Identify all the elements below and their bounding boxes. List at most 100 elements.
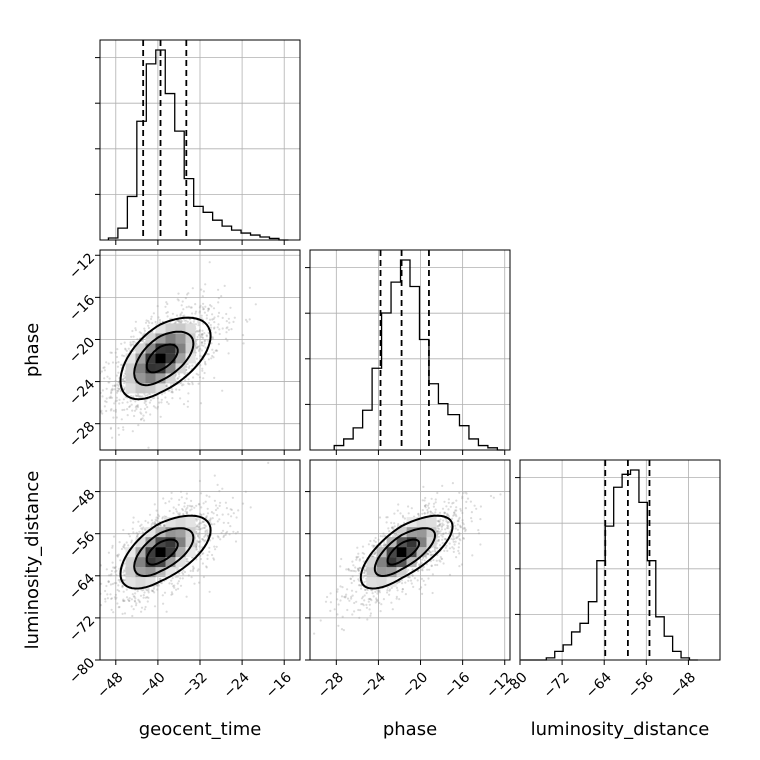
density-cell [125,547,136,558]
scatter-point [429,554,432,557]
scatter-point [442,523,445,526]
panel-phase-vs-geocent_time [95,249,301,455]
scatter-point [233,316,236,319]
scatter-point [380,603,383,606]
scatter-point [155,584,158,587]
scatter-point [170,591,173,594]
scatter-point [397,580,400,584]
scatter-point [454,524,457,527]
scatter-point [148,513,152,516]
scatter-point [346,588,349,591]
scatter-point [103,405,106,408]
scatter-point [96,608,98,610]
scatter-point [182,512,185,516]
scatter-point [195,343,198,346]
scatter-point [452,514,455,517]
contour-level-1 [145,343,179,374]
scatter-point [125,596,129,599]
scatter-point [196,533,199,536]
scatter-point [199,304,202,307]
scatter-point [168,389,171,392]
scatter-point [391,608,394,611]
scatter-point [125,588,128,591]
scatter-point [128,535,131,538]
scatter-point [201,336,205,340]
scatter-point [191,364,194,367]
scatter-point [110,608,113,611]
scatter-point [163,523,166,527]
scatter-point [111,561,114,564]
scatter-point [437,520,441,523]
scatter-point [195,519,198,522]
scatter-point [198,541,201,544]
scatter-point [140,606,144,609]
scatter-point [206,554,209,557]
scatter-point [436,527,439,530]
scatter-point [100,604,103,607]
scatter-point [197,523,200,526]
scatter-point [217,288,220,291]
scatter-point [196,335,199,339]
scatter-point [438,559,441,562]
scatter-point [363,599,366,602]
scatter-point [164,396,167,399]
scatter-point [139,418,143,421]
scatter-point [218,332,221,336]
scatter-point [142,526,145,529]
scatter-point [144,605,147,609]
scatter-point [122,354,125,358]
scatter-point [185,595,188,598]
scatter-point [182,569,185,572]
scatter-point [144,519,147,523]
scatter-point [101,412,104,415]
density-cell [165,323,176,334]
scatter-point [186,362,189,366]
scatter-point [118,398,121,401]
scatter-point [112,611,115,614]
scatter-point [382,544,385,547]
scatter-point [435,547,438,550]
scatter-point [200,513,203,517]
scatter-point [201,333,204,336]
scatter-point [197,534,200,537]
scatter-point [183,502,186,505]
scatter-point [444,538,447,541]
scatter-point [201,537,204,541]
scatter-point [217,301,220,304]
scatter-point [147,521,150,524]
scatter-point [228,533,231,536]
scatter-point [179,319,182,322]
scatter-point [241,334,245,337]
scatter-point [358,566,361,569]
scatter-point [110,408,113,411]
scatter-point [116,365,119,368]
scatter-point [457,520,460,523]
scatter-point [459,524,462,527]
scatter-point [105,409,108,413]
density-cell [175,517,186,528]
scatter-point [379,610,382,613]
scatter-point [115,596,118,599]
scatter-point [444,528,447,531]
scatter-point [190,499,193,502]
scatter-point [195,329,198,333]
scatter-point [458,491,461,494]
scatter-point [463,526,466,529]
scatter-point [336,590,339,593]
scatter-point [361,545,365,548]
scatter-point [196,345,199,348]
scatter-point [464,507,467,510]
scatter-point [234,532,237,535]
scatter-point [357,578,360,581]
scatter-point [155,516,158,519]
scatter-point [179,321,182,324]
scatter-point [196,346,199,349]
scatter-point [206,353,209,356]
scatter-point [422,565,425,569]
scatter-point [106,597,109,600]
scatter-point [135,405,138,408]
scatter-point [382,532,385,535]
scatter-point [458,532,461,535]
scatter-point [355,558,358,561]
scatter-point [357,552,360,555]
